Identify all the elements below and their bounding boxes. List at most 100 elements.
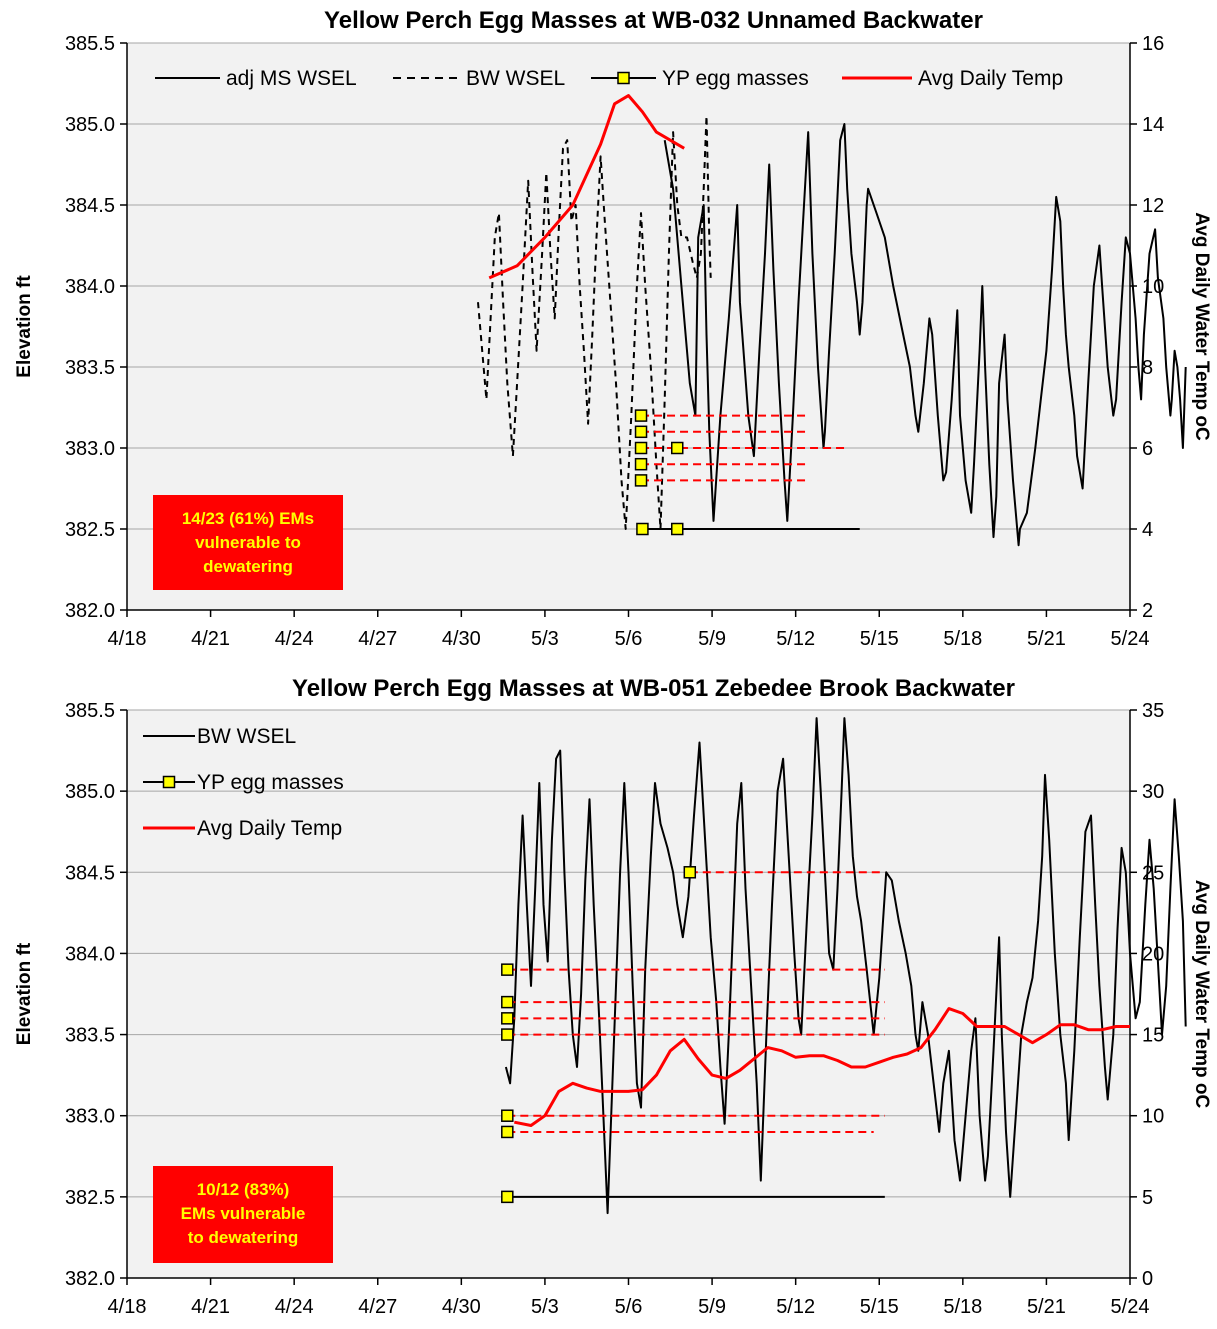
y2-tick-label: 8 [1142, 357, 1153, 379]
legend-label: BW WSEL [466, 67, 565, 90]
egg-mass-marker [501, 963, 514, 976]
series-bw-wsel [477, 114, 712, 530]
x-tick-label: 5/24 [1111, 628, 1150, 650]
y2-tick-label: 16 [1142, 33, 1164, 55]
y2-tick-label: 15 [1142, 1025, 1164, 1047]
egg-mass-marker [501, 1028, 514, 1041]
y2-tick-label: 20 [1142, 943, 1164, 965]
egg-mass-marker [671, 441, 684, 455]
legend-marker-yp-egg-masses [617, 71, 630, 85]
x-tick-label: 5/3 [531, 628, 559, 650]
vulnerability-note-line: 10/12 (83%) [197, 1180, 290, 1199]
x-tick-label: 5/21 [1027, 1296, 1066, 1318]
vulnerability-note-box [153, 1166, 333, 1263]
y-tick-label: 385.0 [65, 114, 115, 136]
x-tick-label: 4/30 [442, 628, 481, 650]
x-tick-label: 4/18 [108, 628, 147, 650]
legend-label: Avg Daily Temp [918, 67, 1063, 90]
legend-label: YP egg masses [662, 67, 809, 90]
x-tick-label: 5/12 [776, 628, 815, 650]
chart-title: Yellow Perch Egg Masses at WB-032 Unname… [324, 7, 983, 34]
x-tick-label: 4/21 [191, 628, 230, 650]
y2-tick-label: 5 [1142, 1187, 1153, 1209]
x-tick-label: 5/3 [531, 1296, 559, 1318]
x-tick-label: 5/18 [943, 1296, 982, 1318]
y-axis-label: Elevation ft [14, 275, 35, 378]
x-tick-label: 5/15 [860, 1296, 899, 1318]
y2-tick-label: 12 [1142, 195, 1164, 217]
egg-mass-marker [636, 522, 649, 536]
x-tick-label: 5/21 [1027, 628, 1066, 650]
y-tick-label: 385.5 [65, 700, 115, 722]
x-tick-label: 5/9 [698, 1296, 726, 1318]
y2-tick-label: 30 [1142, 781, 1164, 803]
series-avg-daily-temp [488, 94, 685, 280]
chart-title: Yellow Perch Egg Masses at WB-051 Zebede… [292, 675, 1015, 702]
legend-label: adj MS WSEL [226, 67, 357, 90]
x-tick-label: 5/6 [615, 628, 643, 650]
x-tick-label: 4/27 [358, 1296, 397, 1318]
y2-tick-label: 0 [1142, 1268, 1153, 1290]
egg-mass-marker [683, 866, 697, 879]
y-tick-label: 384.0 [65, 943, 115, 965]
y-tick-label: 385.5 [65, 33, 115, 55]
egg-mass-marker [634, 457, 648, 471]
y-tick-label: 382.0 [65, 600, 115, 622]
vulnerability-note-box [153, 495, 343, 590]
y-tick-label: 383.0 [65, 1106, 115, 1128]
y-tick-label: 385.0 [65, 781, 115, 803]
x-tick-label: 4/30 [442, 1296, 481, 1318]
egg-mass-marker [501, 1190, 514, 1204]
vulnerability-note-line: vulnerable to [195, 533, 301, 552]
x-tick-label: 5/12 [776, 1296, 815, 1318]
y2-axis-label: Avg Daily Water Temp oC [1191, 212, 1212, 441]
x-tick-label: 5/9 [698, 628, 726, 650]
egg-mass-marker [671, 522, 684, 536]
y2-tick-label: 14 [1142, 114, 1164, 136]
y2-tick-label: 4 [1142, 519, 1153, 541]
y-tick-label: 384.5 [65, 862, 115, 884]
y-axis-label: Elevation ft [14, 942, 35, 1045]
y2-axis-label: Avg Daily Water Temp oC [1191, 880, 1212, 1109]
legend-marker-yp-egg-masses [162, 775, 176, 789]
egg-mass-marker [501, 1109, 514, 1122]
x-tick-label: 4/18 [108, 1296, 147, 1318]
y-tick-label: 384.0 [65, 276, 115, 298]
y-tick-label: 383.0 [65, 438, 115, 460]
vulnerability-note-line: to dewatering [188, 1228, 299, 1247]
vulnerability-note-line: EMs vulnerable [181, 1204, 306, 1223]
x-tick-label: 4/24 [275, 1296, 314, 1318]
x-tick-label: 4/21 [191, 1296, 230, 1318]
y-tick-label: 382.5 [65, 519, 115, 541]
x-tick-label: 5/24 [1111, 1296, 1150, 1318]
vulnerability-note-line: 14/23 (61%) EMs [182, 509, 314, 528]
legend-label: BW WSEL [197, 725, 296, 748]
vulnerability-note-line: dewatering [203, 557, 293, 576]
x-tick-label: 4/27 [358, 628, 397, 650]
egg-mass-marker [634, 409, 648, 422]
y2-tick-label: 35 [1142, 700, 1164, 722]
series-adj-ms-wsel [663, 123, 1187, 547]
legend-label: Avg Daily Temp [197, 817, 342, 840]
egg-mass-marker [634, 425, 648, 439]
y2-tick-label: 10 [1142, 1106, 1164, 1128]
y2-tick-label: 2 [1142, 600, 1153, 622]
egg-mass-marker [501, 1125, 514, 1139]
series-bw-wsel [504, 717, 1187, 1215]
x-tick-label: 4/24 [275, 628, 314, 650]
series-avg-daily-temp [514, 1007, 1130, 1127]
chart-1: Yellow Perch Egg Masses at WB-032 Unname… [14, 7, 1212, 650]
y-tick-label: 382.5 [65, 1187, 115, 1209]
legend-label: YP egg masses [197, 771, 344, 794]
x-tick-label: 5/6 [615, 1296, 643, 1318]
egg-mass-marker [501, 1012, 514, 1025]
y-tick-label: 384.5 [65, 195, 115, 217]
egg-mass-marker [634, 474, 648, 487]
egg-mass-marker [634, 441, 648, 455]
egg-mass-marker [501, 995, 514, 1009]
y-tick-label: 383.5 [65, 357, 115, 379]
x-tick-label: 5/18 [943, 628, 982, 650]
y-tick-label: 382.0 [65, 1268, 115, 1290]
y2-tick-label: 6 [1142, 438, 1153, 460]
